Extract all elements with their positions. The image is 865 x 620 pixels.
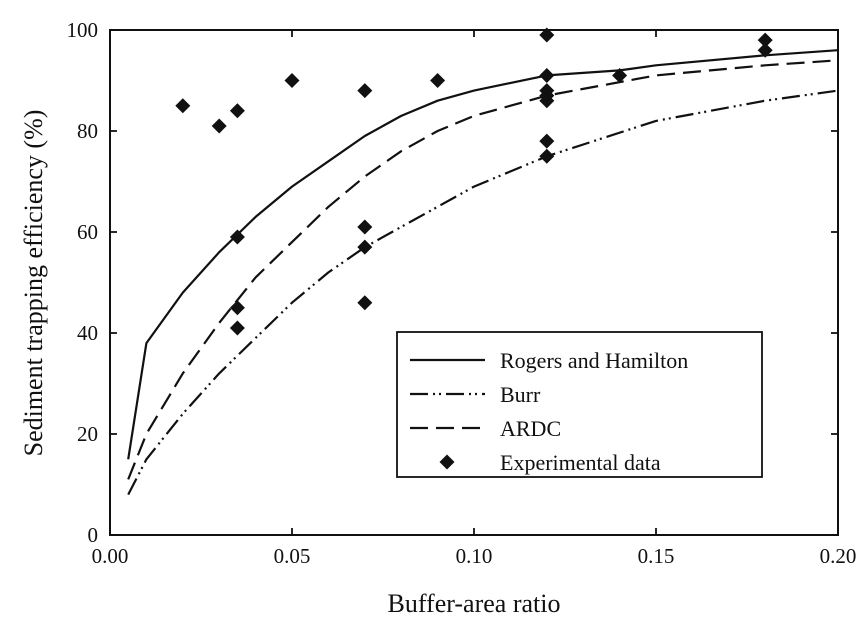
y-tick-label: 40 (77, 321, 98, 345)
legend-label: Rogers and Hamilton (500, 348, 688, 373)
x-tick-label: 0.10 (456, 544, 493, 568)
data-point (229, 229, 245, 245)
data-point (175, 98, 191, 114)
legend: Rogers and Hamilton Burr ARDC Experimental … (396, 331, 763, 478)
legend-item-ardc: ARDC (410, 416, 561, 441)
data-point (757, 42, 773, 58)
data-point (211, 118, 227, 134)
data-point (357, 219, 373, 235)
x-tick-label: 0.15 (638, 544, 675, 568)
data-point (430, 73, 446, 88)
series-group (127, 27, 839, 496)
data-point (612, 67, 628, 83)
y-tick-label: 0 (88, 523, 99, 547)
data-point (539, 148, 555, 164)
data-point (229, 103, 245, 119)
data-point (539, 67, 555, 83)
legend-label: Burr (500, 382, 541, 407)
legend-item-rogers-and-hamilton: Rogers and Hamilton (410, 348, 688, 373)
data-point (357, 239, 373, 255)
data-point (539, 93, 555, 109)
legend-item-burr: Burr (410, 382, 541, 407)
series-experimental-data (175, 27, 773, 336)
x-tick-label: 0.20 (820, 544, 857, 568)
x-tick-label: 0.00 (92, 544, 129, 568)
data-point (284, 73, 300, 88)
y-axis-title: Sediment trapping efficiency (%) (19, 110, 48, 457)
x-axis-title: Buffer-area ratio (388, 589, 561, 618)
series-line-burr (127, 89, 839, 496)
y-tick-label: 60 (77, 220, 98, 244)
data-point (539, 83, 555, 99)
y-tick-label: 20 (77, 422, 98, 446)
legend-item-experimental-data: Experimental data (439, 450, 661, 475)
legend-label: ARDC (500, 416, 561, 441)
data-point (229, 300, 245, 316)
axis-ticks: 0.00 0.05 0.10 0.15 0.20 0 20 40 60 80 100 (67, 18, 857, 568)
series-line-rogers-and-hamilton (127, 49, 839, 460)
y-tick-label: 100 (67, 18, 99, 42)
data-point (539, 133, 555, 149)
data-point (357, 295, 373, 311)
data-point (357, 83, 373, 99)
legend-box (396, 331, 763, 478)
data-point (757, 32, 773, 48)
y-tick-label: 80 (77, 119, 98, 143)
legend-marker (439, 454, 455, 470)
data-point (539, 27, 555, 43)
x-tick-label: 0.05 (274, 544, 311, 568)
data-point (229, 320, 245, 336)
legend-label: Experimental data (500, 450, 661, 475)
